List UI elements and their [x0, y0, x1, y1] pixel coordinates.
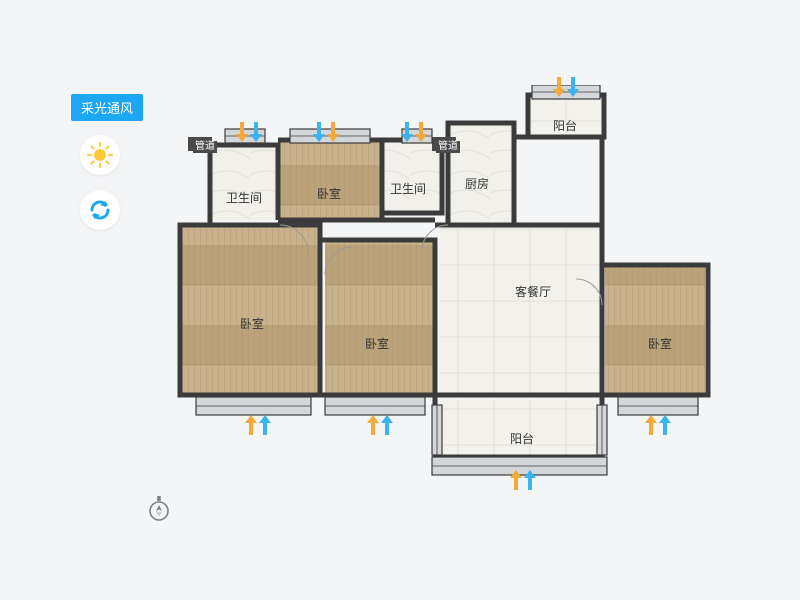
arrows-top-1 — [236, 122, 262, 147]
room-bedroom-right — [605, 265, 705, 395]
arrows-top-2 — [313, 122, 339, 147]
arrows-top-3 — [401, 122, 427, 147]
orange-arrow-icon — [415, 122, 427, 147]
lighting-ventilation-badge: 采光通风 — [71, 94, 143, 121]
label-kitchen: 厨房 — [465, 175, 489, 192]
arrows-bot-1 — [245, 415, 271, 440]
arrows-top-4 — [553, 77, 579, 102]
orange-arrow-icon — [245, 415, 257, 440]
label-living: 客餐厅 — [515, 283, 551, 300]
blue-arrow-icon — [524, 470, 536, 495]
blue-arrow-icon — [250, 122, 262, 147]
room-bedroom-left — [180, 225, 320, 395]
win-bl-2 — [325, 397, 425, 415]
room-bedroom-top — [280, 140, 380, 220]
arrows-bot-3 — [510, 470, 536, 495]
label-bathroom-2: 卫生间 — [390, 180, 426, 197]
room-living — [440, 225, 600, 395]
label-bedroom-left: 卧室 — [240, 315, 264, 332]
orange-arrow-icon — [553, 77, 565, 102]
blue-arrow-icon — [567, 77, 579, 102]
refresh-icon — [88, 198, 112, 222]
badge-text: 采光通风 — [81, 101, 133, 116]
blue-arrow-icon — [259, 415, 271, 440]
win-bl-4 — [618, 397, 698, 415]
win-side-1 — [432, 405, 442, 455]
orange-arrow-icon — [327, 122, 339, 147]
label-bathroom-1: 卫生间 — [226, 189, 262, 206]
pipe-label-1: 管道 — [436, 141, 460, 153]
sun-button[interactable] — [80, 135, 120, 175]
pipe-label-0: 管道 — [193, 141, 217, 153]
label-bedroom-top: 卧室 — [317, 185, 341, 202]
compass-icon — [147, 495, 171, 519]
orange-arrow-icon — [510, 470, 522, 495]
refresh-button[interactable] — [80, 190, 120, 230]
room-bedroom-mid — [325, 240, 435, 395]
win-side-2 — [597, 405, 607, 455]
floor-plan: 卫生间卧室卫生间厨房阳台卧室卧室客餐厅卧室阳台 管道管道 — [170, 85, 740, 525]
blue-arrow-icon — [659, 415, 671, 440]
blue-arrow-icon — [381, 415, 393, 440]
arrows-bot-2 — [367, 415, 393, 440]
blue-arrow-icon — [313, 122, 325, 147]
label-bedroom-mid: 卧室 — [365, 335, 389, 352]
label-bedroom-right: 卧室 — [648, 335, 672, 352]
orange-arrow-icon — [367, 415, 379, 440]
label-balcony-top: 阳台 — [553, 117, 577, 134]
room-bathroom-1 — [210, 145, 278, 220]
blue-arrow-icon — [401, 122, 413, 147]
arrows-bot-4 — [645, 415, 671, 440]
orange-arrow-icon — [645, 415, 657, 440]
label-balcony-bot: 阳台 — [510, 430, 534, 447]
orange-arrow-icon — [236, 122, 248, 147]
room-kitchen — [450, 123, 512, 223]
room-bathroom-2 — [385, 140, 440, 210]
sun-icon — [87, 142, 113, 168]
win-bl-1 — [196, 397, 311, 415]
